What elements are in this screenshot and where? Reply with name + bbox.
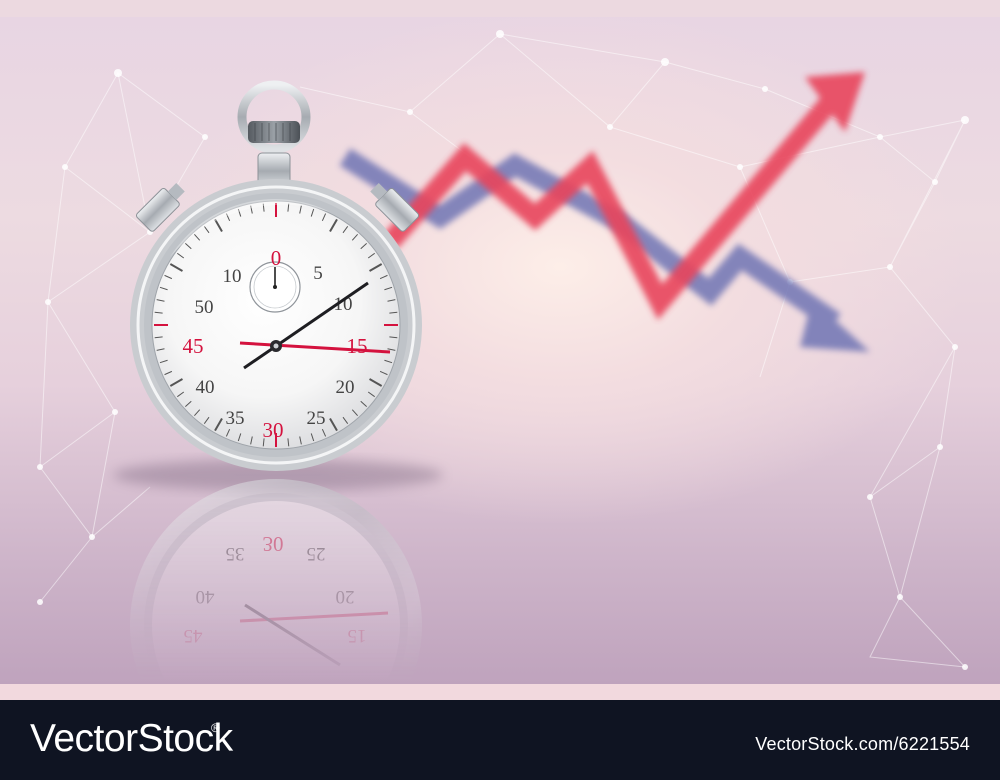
dial-tick <box>214 218 223 232</box>
dial-tick <box>193 409 201 416</box>
dial-number-10-right: 10 <box>334 294 353 315</box>
dial-tick <box>351 234 359 241</box>
dial-tick <box>159 286 168 291</box>
dial-tick <box>299 205 302 214</box>
dial-tick <box>169 378 183 387</box>
dial-tick <box>177 252 185 259</box>
dial-tick <box>225 428 231 437</box>
watermark-footer: VectorStock ® VectorStock.com/6221554 <box>0 700 1000 780</box>
dial-tick <box>156 299 165 302</box>
dial-tick <box>185 242 192 250</box>
up-trend-arrow <box>382 72 865 320</box>
dial-tick <box>310 433 315 442</box>
dial-tick <box>369 378 383 387</box>
dial-number-45: 45 <box>183 334 204 358</box>
dial-tick <box>164 274 173 280</box>
reflection-number-30: 30 <box>263 532 284 556</box>
reflection-number-45: 45 <box>184 625 203 646</box>
dial-number-25: 25 <box>307 408 326 429</box>
dial-tick <box>299 436 302 445</box>
stopwatch: 0 5 10 15 20 25 30 35 40 45 50 10 <box>130 80 422 471</box>
dial-tick <box>389 311 398 314</box>
dial-tick <box>321 213 327 222</box>
dial-tick <box>367 252 375 259</box>
dial-tick <box>387 299 396 302</box>
dial-number-50: 50 <box>195 297 214 318</box>
dial-tick <box>156 348 165 351</box>
dial-tick <box>154 311 163 314</box>
registered-mark: ® <box>211 721 220 735</box>
dial-number-5: 5 <box>313 263 323 284</box>
reflection-number-15: 15 <box>348 625 367 646</box>
dial-tick <box>367 391 375 398</box>
dial-ticks <box>154 203 398 447</box>
dial-tick <box>287 438 290 447</box>
dial-tick <box>225 213 231 222</box>
left-pusher-icon <box>135 183 185 232</box>
crown-button-icon <box>248 121 300 143</box>
stopwatch-face <box>152 201 400 449</box>
black-minute-hand <box>243 281 369 370</box>
image-credit: VectorStock.com/6221554 <box>755 734 970 754</box>
dial-tick <box>387 348 396 351</box>
dial-tick <box>360 400 367 408</box>
dial-tick <box>342 226 349 234</box>
dial-number-40: 40 <box>196 377 215 398</box>
dial-tick <box>185 400 192 408</box>
dial-tick <box>379 370 388 376</box>
dial-tick <box>250 205 253 214</box>
stopwatch-reflection: 30 35 25 40 20 45 15 <box>130 479 422 684</box>
dial-tick <box>384 286 393 291</box>
dial-tick <box>329 418 338 432</box>
dial-tick <box>164 370 173 376</box>
dial-number-20: 20 <box>336 377 355 398</box>
dial-tick <box>262 438 265 447</box>
dial-tick <box>203 416 210 424</box>
dial-tick <box>321 428 327 437</box>
dial-tick <box>169 263 183 272</box>
network-nodes-decoration <box>37 30 969 670</box>
bottom-border-strip <box>0 684 1000 700</box>
dial-tick <box>250 436 253 445</box>
reflection-number-25: 25 <box>307 543 326 564</box>
dial-tick <box>310 208 315 217</box>
dial-number-10-left: 10 <box>223 266 242 287</box>
stopwatch-ring <box>237 80 311 154</box>
dial-number-0: 0 <box>271 246 282 270</box>
right-pusher-icon <box>370 183 420 232</box>
dial-number-30: 30 <box>263 418 284 442</box>
dial-tick <box>203 226 210 234</box>
dial-tick <box>237 433 242 442</box>
stock-image-scene: 0 5 10 15 20 25 30 35 40 45 50 10 <box>0 17 1000 684</box>
dial-tick <box>193 234 201 241</box>
dial-number-15: 15 <box>347 334 368 358</box>
dial-tick <box>351 409 359 416</box>
illustration-canvas: 0 5 10 15 20 25 30 35 40 45 50 10 <box>37 30 969 684</box>
dial-tick <box>237 208 242 217</box>
dial-tick <box>342 416 349 424</box>
dial-tick <box>369 263 383 272</box>
dial-tick <box>154 336 163 339</box>
dial-tick <box>159 359 168 364</box>
dial-tick <box>389 336 398 339</box>
dial-tick <box>329 218 338 232</box>
top-border-strip <box>0 0 1000 17</box>
dial-tick <box>262 203 265 212</box>
dial-tick <box>214 418 223 432</box>
dial-tick <box>360 242 367 250</box>
red-second-hand <box>239 341 391 354</box>
reflection-number-20: 20 <box>336 586 355 607</box>
dial-number-35: 35 <box>226 408 245 429</box>
reflection-number-40: 40 <box>196 586 215 607</box>
dial-tick <box>177 391 185 398</box>
dial-tick <box>379 274 388 280</box>
stopwatch-shadow <box>113 459 443 491</box>
dial-tick <box>384 359 393 364</box>
reflection-number-35: 35 <box>226 543 245 564</box>
dial-tick <box>287 203 290 212</box>
vectorstock-logo: VectorStock <box>30 717 233 760</box>
